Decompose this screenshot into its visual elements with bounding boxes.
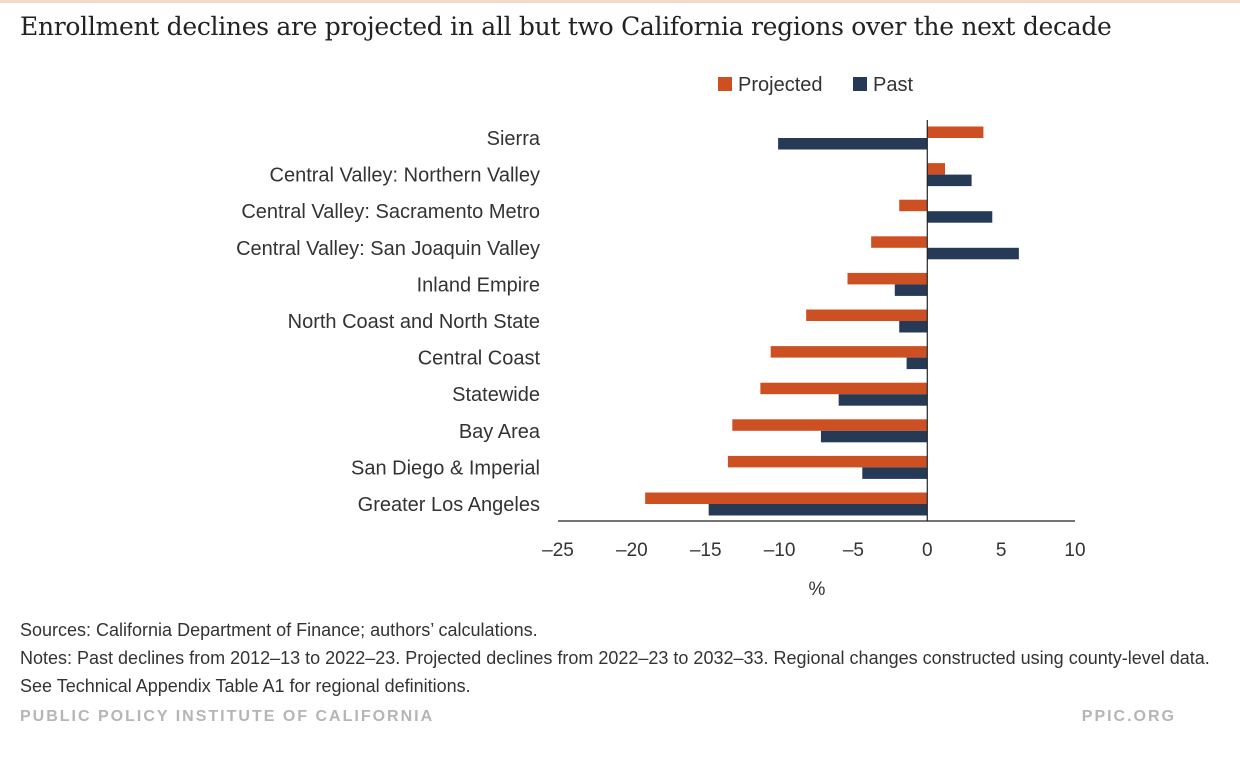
bar-projected bbox=[927, 126, 984, 138]
bar-past bbox=[894, 284, 928, 296]
chart-title: Enrollment declines are projected in all… bbox=[20, 12, 1112, 41]
bar-projected bbox=[645, 492, 928, 504]
bar-projected bbox=[927, 163, 946, 175]
bar-past bbox=[820, 430, 928, 443]
legend-label-projected: Projected bbox=[738, 74, 823, 96]
bar-projected bbox=[727, 455, 928, 468]
x-tick-label: –15 bbox=[690, 540, 722, 561]
bar-past bbox=[708, 504, 928, 516]
x-tick-label: 0 bbox=[922, 540, 933, 561]
bar-past bbox=[927, 211, 993, 223]
bar-projected bbox=[732, 419, 928, 431]
x-tick-label: 10 bbox=[1064, 540, 1085, 561]
category-label: Bay Area bbox=[459, 421, 541, 443]
x-tick-label: –5 bbox=[843, 540, 864, 561]
legend-swatch-past bbox=[853, 77, 867, 91]
category-label: Inland Empire bbox=[417, 274, 540, 296]
bar-projected bbox=[871, 236, 928, 248]
x-tick-label: –20 bbox=[616, 540, 648, 561]
legend-label-past: Past bbox=[873, 74, 913, 96]
bar-projected bbox=[770, 346, 928, 358]
bar-past bbox=[899, 321, 928, 333]
bars bbox=[645, 126, 1019, 516]
legend-swatch-projected bbox=[718, 77, 732, 91]
bar-projected bbox=[760, 382, 928, 395]
category-labels: Sierra Central Valley: Northern Valley Cen… bbox=[236, 128, 541, 516]
bar-past bbox=[906, 357, 928, 370]
brand-url[interactable]: PPIC.ORG bbox=[1081, 708, 1176, 725]
x-tick-label: 5 bbox=[996, 540, 1007, 561]
chart-legend: Projected Past bbox=[718, 74, 913, 96]
x-tick-label: –25 bbox=[542, 540, 574, 561]
category-label: Greater Los Angeles bbox=[358, 494, 540, 516]
category-label: San Diego & Imperial bbox=[351, 457, 540, 479]
bar-chart: Projected Past Sierra Central Valley: Nort… bbox=[236, 74, 1086, 600]
category-label: Central Valley: Sacramento Metro bbox=[241, 201, 540, 223]
axes: –25 –20 –15 –10 –5 0 5 10% bbox=[542, 120, 1086, 600]
bar-past bbox=[778, 138, 928, 150]
bar-past bbox=[838, 394, 928, 406]
category-label: Central Valley: San Joaquin Valley bbox=[236, 238, 540, 260]
category-label: Central Valley: Northern Valley bbox=[270, 165, 541, 187]
bar-past bbox=[927, 174, 972, 187]
category-label: Statewide bbox=[452, 384, 540, 406]
x-tick-label: –10 bbox=[764, 540, 796, 561]
x-axis-title: % bbox=[809, 579, 826, 600]
category-label: Sierra bbox=[487, 128, 541, 150]
category-label: Central Coast bbox=[418, 348, 541, 370]
sources-note: Sources: California Department of Financ… bbox=[20, 620, 538, 640]
bar-projected bbox=[847, 272, 928, 285]
notes-text: Notes: Past declines from 2012–13 to 202… bbox=[20, 648, 1210, 696]
bar-past bbox=[862, 467, 928, 479]
top-rule bbox=[0, 0, 1240, 3]
bar-projected bbox=[806, 309, 928, 321]
brand-name: PUBLIC POLICY INSTITUTE OF CALIFORNIA bbox=[20, 708, 435, 725]
category-label: North Coast and North State bbox=[288, 311, 540, 333]
bar-past bbox=[927, 247, 1019, 260]
bar-projected bbox=[899, 199, 928, 212]
